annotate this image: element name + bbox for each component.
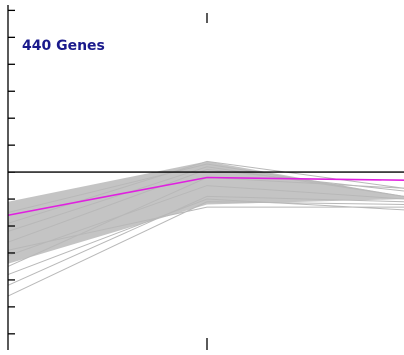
gene-line-9: [7, 166, 404, 232]
gene-line-7: [7, 206, 404, 251]
chart-title: 440 Genes: [22, 38, 105, 54]
gene-line-6: [7, 201, 404, 297]
mean-line-layer: [7, 176, 404, 217]
gene-line-1: [7, 163, 404, 214]
mean-line: [7, 176, 404, 217]
gene-line-10: [7, 195, 404, 286]
gene-line-5: [7, 198, 404, 275]
band-layer: [8, 161, 404, 264]
gene-lines-layer: [7, 160, 404, 297]
gene-line-3: [7, 168, 404, 243]
gene-range-band: [8, 161, 404, 264]
axis-layer: [7, 5, 404, 350]
gene-line-4: [7, 185, 404, 257]
